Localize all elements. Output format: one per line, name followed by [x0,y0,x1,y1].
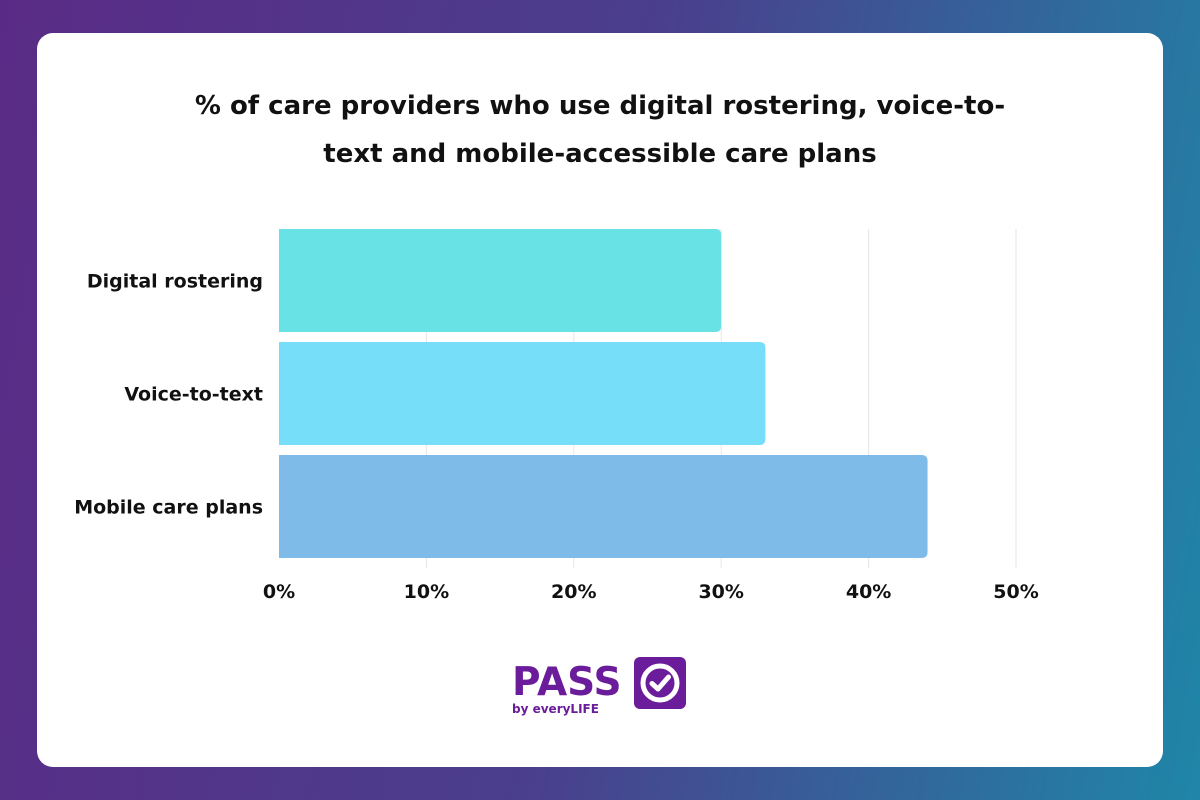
x-tick-label: 10% [404,581,449,603]
pass-logo: PASS by everyLIFE [510,652,690,722]
x-tick-label: 50% [993,581,1038,603]
bar-voice-to-text [279,342,766,445]
x-tick-label: 20% [551,581,596,603]
bar-mobile-care-plans [279,455,928,558]
category-labels: Digital rostering Voice-to-text Mobile car… [74,271,263,519]
chart-title: % of care providers who use digital rost… [0,82,1200,178]
check-circle-icon [634,657,686,709]
x-tick-label: 40% [846,581,891,603]
logo-wordmark: PASS [512,660,622,705]
x-tick-label: 0% [263,581,295,603]
category-label: Voice-to-text [124,384,263,406]
x-tick-label: 30% [698,581,743,603]
bar-digital-rostering [279,229,722,332]
chart-title-line-2: text and mobile-accessible care plans [323,139,877,169]
logo-tagline: by everyLIFE [512,702,599,716]
category-label: Mobile care plans [74,497,263,519]
bars [279,229,928,558]
category-label: Digital rostering [87,271,263,293]
x-tick-labels: 0% 10% 20% 30% 40% 50% [263,581,1039,603]
chart-title-line-1: % of care providers who use digital rost… [194,91,1006,121]
